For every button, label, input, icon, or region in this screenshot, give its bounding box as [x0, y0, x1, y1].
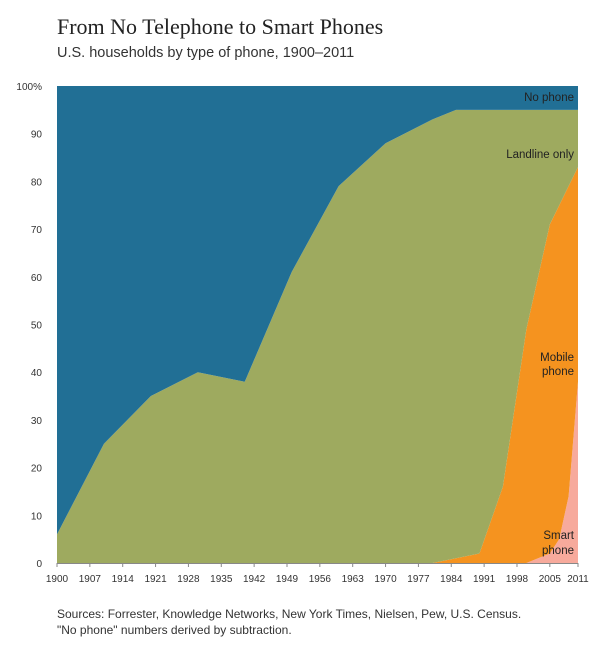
area-mobile-phone	[57, 167, 578, 563]
sources-note: Sources: Forrester, Knowledge Networks, …	[57, 607, 522, 621]
derivation-note: "No phone" numbers derived by subtractio…	[57, 623, 292, 637]
x-tick-label: 1935	[210, 574, 233, 585]
area-landline-only	[57, 109, 578, 563]
x-tick-label: 1977	[407, 574, 430, 585]
x-tick-label: 1949	[276, 574, 299, 585]
series-label: Landline only	[506, 149, 574, 161]
chart-title: From No Telephone to Smart Phones	[57, 14, 384, 39]
x-tick-label: 1921	[144, 574, 167, 585]
y-tick-label: 40	[31, 368, 43, 379]
x-tick-label: 1942	[243, 574, 266, 585]
x-tick-label: 1984	[440, 574, 463, 585]
y-tick-label: 50	[31, 321, 43, 332]
x-tick-label: 1907	[79, 574, 102, 585]
y-tick-label: 20	[31, 464, 43, 475]
y-tick-label: 100%	[16, 82, 42, 93]
x-tick-label: 1998	[506, 574, 529, 585]
series-label: No phone	[524, 92, 574, 104]
y-tick-label: 80	[31, 177, 43, 188]
x-tick-label: 1963	[342, 574, 365, 585]
y-tick-label: 30	[31, 416, 43, 427]
series-label: phone	[542, 366, 574, 378]
x-tick-label: 1914	[112, 574, 135, 585]
x-tick-label: 2011	[567, 574, 589, 585]
series-label: phone	[542, 545, 574, 557]
x-tick-label: 1928	[177, 574, 200, 585]
chart-subtitle: U.S. households by type of phone, 1900–2…	[57, 45, 355, 61]
x-tick-label: 1956	[309, 574, 332, 585]
x-tick-label: 1970	[374, 574, 397, 585]
x-tick-label: 2005	[539, 574, 562, 585]
x-tick-label: 1900	[46, 574, 69, 585]
y-tick-label: 10	[31, 511, 43, 522]
y-tick-label: 70	[31, 225, 43, 236]
y-tick-label: 60	[31, 273, 43, 284]
series-label: Mobile	[540, 352, 574, 364]
x-tick-label: 1991	[473, 574, 496, 585]
area-no-phone	[57, 86, 578, 535]
y-tick-label: 90	[31, 130, 43, 141]
series-label: Smart	[543, 530, 574, 542]
y-tick-label: 0	[36, 559, 42, 570]
